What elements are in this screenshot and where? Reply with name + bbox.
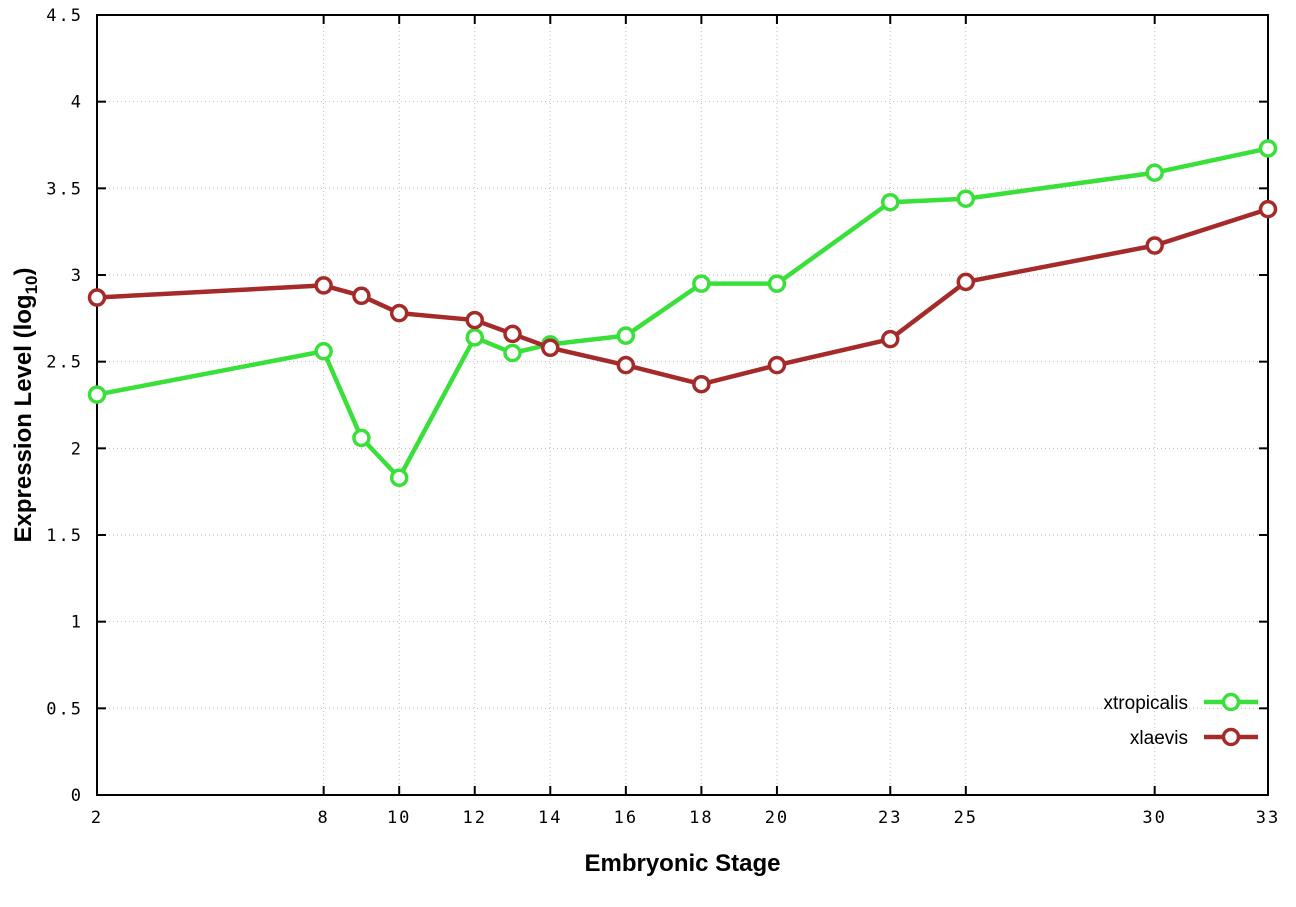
tick-marks xyxy=(96,14,1269,796)
x-tick-label: 30 xyxy=(1142,808,1166,828)
data-point-xtropicalis xyxy=(1145,163,1164,182)
x-tick-label: 8 xyxy=(318,808,330,828)
x-tick-label: 10 xyxy=(387,808,411,828)
x-tick-label: 14 xyxy=(538,808,562,828)
data-point-xtropicalis xyxy=(881,192,900,212)
data-point-xlaevis xyxy=(314,276,333,295)
series-xlaevis xyxy=(87,199,1278,394)
legend-label-xtropicalis: xtropicalis xyxy=(1104,693,1188,714)
data-point-xtropicalis xyxy=(465,328,484,347)
data-point-xlaevis xyxy=(503,324,522,344)
data-point-xlaevis xyxy=(1145,236,1164,255)
data-point-xtropicalis xyxy=(692,274,711,293)
y-tick-label: 4.5 xyxy=(46,6,83,26)
data-point-xlaevis xyxy=(465,310,484,330)
data-point-xtropicalis xyxy=(352,428,371,448)
y-tick-labels: 0 0.5 1 1.5 2 2.5 3 3.5 4 4.5 xyxy=(46,6,83,806)
legend-item-xlaevis: xlaevis xyxy=(1130,727,1258,749)
x-tick-label: 16 xyxy=(614,808,638,828)
x-tick-label: 23 xyxy=(878,808,902,828)
x-axis-title: Embryonic Stage xyxy=(584,850,781,877)
data-point-xlaevis xyxy=(1258,199,1278,219)
y-tick-label: 0 xyxy=(71,786,83,806)
y-tick-label: 3 xyxy=(71,266,83,286)
x-tick-label: 33 xyxy=(1256,808,1280,828)
x-tick-labels: 2 8 10 12 14 16 18 20 23 25 30 33 xyxy=(91,808,1280,828)
legend: xtropicalis xlaevis xyxy=(1104,692,1258,749)
data-point-xtropicalis xyxy=(616,326,636,345)
data-point-xtropicalis xyxy=(314,342,333,361)
data-point-xtropicalis xyxy=(767,274,787,293)
data-point-xlaevis xyxy=(352,286,371,306)
data-point-xlaevis xyxy=(389,303,409,323)
data-point-xtropicalis xyxy=(87,385,107,404)
data-point-xlaevis xyxy=(881,329,900,349)
series-line-xtropicalis xyxy=(94,146,1271,481)
legend-item-xtropicalis: xtropicalis xyxy=(1104,692,1258,714)
data-point-xtropicalis xyxy=(503,343,522,363)
x-tick-label: 18 xyxy=(689,808,713,828)
y-tick-label: 2 xyxy=(71,439,83,459)
data-point-xlaevis xyxy=(616,355,636,375)
y-axis-title-text: Expression Level (log xyxy=(10,294,38,543)
y-axis-title-close: ) xyxy=(10,267,38,276)
gridlines xyxy=(97,15,1268,795)
y-tick-label: 2.5 xyxy=(46,353,83,373)
plot-border xyxy=(96,14,1269,796)
x-tick-label: 2 xyxy=(91,808,103,828)
data-point-xtropicalis xyxy=(956,189,976,208)
x-tick-label: 25 xyxy=(954,808,978,828)
data-point-xlaevis xyxy=(541,338,560,358)
y-axis-title-subscript: 10 xyxy=(21,275,41,295)
y-axis-title: Expression Level (log10) xyxy=(10,268,42,543)
x-tick-label: 20 xyxy=(765,808,789,828)
x-tick-label: 12 xyxy=(462,808,486,828)
data-point-xtropicalis xyxy=(1258,139,1278,158)
data-point-xlaevis xyxy=(956,272,976,292)
y-tick-label: 0.5 xyxy=(46,699,83,719)
y-tick-label: 4 xyxy=(71,93,83,113)
legend-sample-marker xyxy=(1221,727,1241,747)
data-point-xlaevis xyxy=(767,355,787,375)
data-point-xlaevis xyxy=(87,288,107,307)
y-tick-label: 3.5 xyxy=(46,179,83,199)
y-tick-label: 1 xyxy=(71,613,83,633)
data-point-xtropicalis xyxy=(389,468,409,488)
legend-label-xlaevis: xlaevis xyxy=(1130,728,1188,749)
legend-sample-marker xyxy=(1221,692,1241,712)
y-tick-label: 1.5 xyxy=(46,526,83,546)
data-point-xlaevis xyxy=(692,374,711,394)
series-xtropicalis xyxy=(87,139,1278,488)
